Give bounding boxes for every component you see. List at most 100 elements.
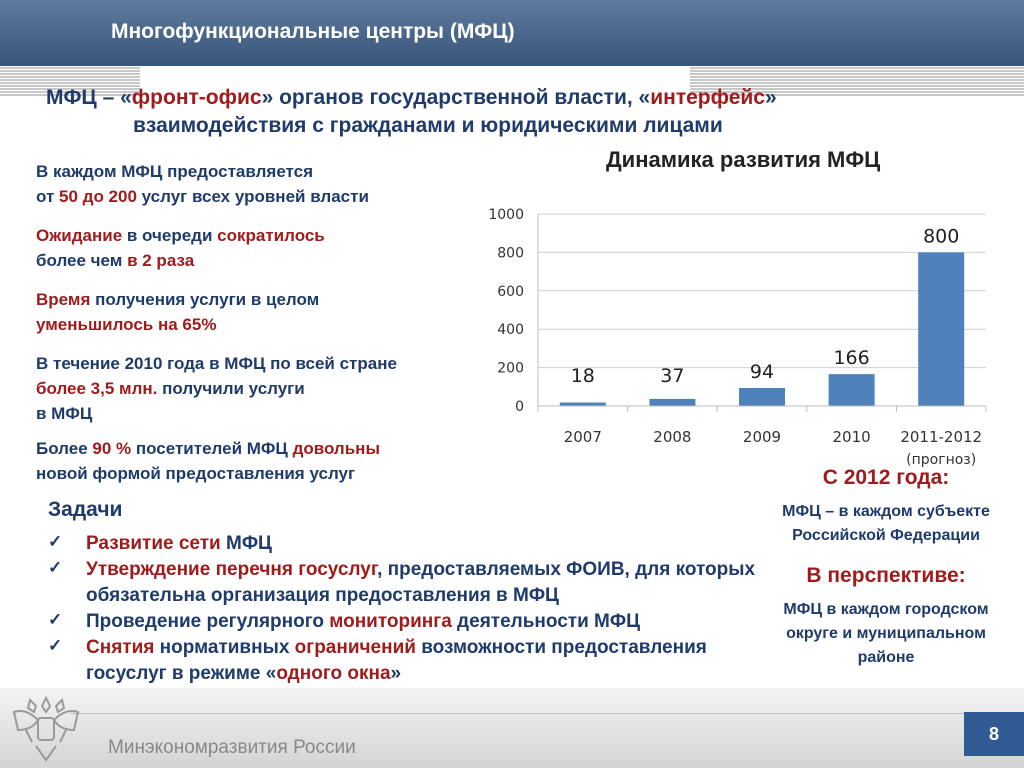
fact-waiting: Ожидание в очереди сократилось более чем… bbox=[36, 223, 496, 273]
fact-text: получили услуги bbox=[157, 379, 305, 398]
fact-line: Время получения услуги в целом bbox=[36, 287, 496, 312]
bar bbox=[559, 402, 606, 406]
y-tick-label: 400 bbox=[497, 322, 524, 338]
footer-band bbox=[0, 688, 1024, 768]
data-label: 18 bbox=[571, 365, 595, 387]
fact-text: посетителей МФЦ bbox=[131, 439, 293, 458]
subtitle-part: » органов государственной власти, « bbox=[261, 86, 651, 109]
data-label: 800 bbox=[923, 225, 959, 247]
bar-chart: 0 200 400 600 800 1000 18 2007 37 2008 94 2009 166 20… bbox=[488, 207, 987, 468]
checkmark-icon: ✓ bbox=[48, 610, 63, 629]
fact-text: В течение 2010 года в МФЦ по всей стране bbox=[36, 354, 397, 373]
fact-text: в МФЦ bbox=[36, 404, 93, 423]
fact-services: В каждом МФЦ предоставляется от 50 до 20… bbox=[36, 159, 496, 209]
fact-highlight: в 2 раза bbox=[127, 251, 195, 270]
task-item: ✓ Развитие сети МФЦ bbox=[48, 531, 768, 557]
task-text: Проведение регулярного bbox=[86, 611, 330, 632]
fact-highlight: довольны bbox=[292, 439, 380, 458]
fact-text: в очереди bbox=[122, 226, 218, 245]
facts-list: В каждом МФЦ предоставляется от 50 до 20… bbox=[36, 159, 496, 500]
fact-text: В каждом МФЦ предоставляется bbox=[36, 162, 314, 181]
slide-title: Многофункциональные центры (МФЦ) bbox=[111, 20, 515, 43]
task-item: ✓ Проведение регулярного мониторинга деят… bbox=[48, 609, 768, 635]
coat-of-arms-icon bbox=[12, 695, 80, 762]
fact-line: более 3,5 млн. получили услуги bbox=[36, 376, 496, 401]
task-item: ✓ Снятия нормативных ограничений возможно… bbox=[48, 635, 768, 687]
fact-text: услуг всех уровней власти bbox=[136, 187, 369, 206]
outlook-text-future: МФЦ в каждом городском округе и муниципа… bbox=[783, 601, 989, 666]
subtitle-part: » bbox=[765, 86, 777, 109]
subtitle-highlight-interface: интерфейс bbox=[650, 86, 765, 109]
task-item: ✓ Утверждение перечня госуслуг, предостав… bbox=[48, 557, 768, 609]
x-tick-label: 2010 bbox=[833, 428, 871, 446]
chart-title: Динамика развития МФЦ bbox=[606, 147, 881, 172]
bar bbox=[739, 387, 785, 406]
task-text: возможности предоставления госуслуг в ре… bbox=[86, 637, 707, 684]
outlook-heading-future: В перспективе: bbox=[806, 564, 966, 587]
fact-highlight: сократилось bbox=[217, 226, 325, 245]
fact-text: от bbox=[36, 187, 60, 206]
data-label: 94 bbox=[750, 361, 774, 383]
task-text: , предоставляемых ФОИВ, для которых обяз… bbox=[86, 559, 756, 606]
fact-highlight: 50 до 200 bbox=[59, 187, 137, 206]
y-tick-label: 800 bbox=[497, 245, 524, 261]
task-highlight: мониторинга bbox=[329, 611, 452, 632]
subtitle-line-2: взаимодействия с гражданами и юридически… bbox=[133, 114, 723, 137]
fact-highlight: более 3,5 млн. bbox=[36, 379, 158, 398]
x-tick-label: 2009 bbox=[743, 428, 781, 446]
fact-highlight: уменьшилось на 65% bbox=[36, 315, 217, 334]
fact-line: более чем в 2 раза bbox=[36, 248, 496, 273]
bar bbox=[649, 398, 696, 406]
task-text: нормативных bbox=[154, 637, 295, 658]
y-tick-label: 600 bbox=[497, 284, 524, 300]
task-text: » bbox=[390, 663, 402, 684]
task-highlight: Снятия bbox=[86, 637, 155, 658]
footer-divider bbox=[70, 713, 1024, 714]
fact-line: Ожидание в очереди сократилось bbox=[36, 223, 496, 248]
y-tick-label: 0 bbox=[515, 399, 524, 415]
outlook-text-2012: МФЦ – в каждом субъекте Российской Федер… bbox=[782, 503, 990, 544]
x-tick-label: 2008 bbox=[653, 428, 691, 446]
data-label: 166 bbox=[833, 347, 869, 369]
task-highlight: Утверждение перечня госуслуг bbox=[86, 559, 378, 580]
fact-highlight: Время bbox=[36, 290, 91, 309]
fact-text: новой формой предоставления услуг bbox=[36, 464, 356, 483]
fact-satisfaction: Более 90 % посетителей МФЦ довольны ново… bbox=[36, 436, 496, 486]
task-highlight: ограничений bbox=[294, 637, 416, 658]
bar bbox=[918, 252, 965, 406]
x-tick-label: 2007 bbox=[564, 428, 602, 446]
subtitle-highlight-front-office: фронт-офис bbox=[131, 86, 262, 109]
bar bbox=[828, 374, 875, 406]
header-stripe-right bbox=[690, 66, 1024, 96]
task-highlight: одного окна bbox=[276, 663, 391, 684]
fact-text: Более bbox=[36, 439, 93, 458]
header-bar: Многофункциональные центры (МФЦ) bbox=[0, 0, 1024, 66]
task-text: МФЦ bbox=[220, 533, 272, 554]
fact-text: получения услуги в целом bbox=[90, 290, 320, 309]
page-number: 8 bbox=[964, 712, 1024, 756]
checkmark-icon: ✓ bbox=[48, 558, 63, 577]
fact-line: от 50 до 200 услуг всех уровней власти bbox=[36, 184, 496, 209]
fact-highlight: Ожидание bbox=[36, 226, 123, 245]
task-text: деятельности МФЦ bbox=[451, 611, 640, 632]
header-stripe-left bbox=[0, 66, 140, 96]
tasks-heading: Задачи bbox=[48, 498, 123, 521]
x-tick-label: 2011-2012 bbox=[900, 428, 982, 446]
subtitle-line-1: МФЦ – «фронт-офис» органов государственн… bbox=[46, 84, 976, 112]
fact-text: более чем bbox=[36, 251, 128, 270]
outlook-heading-2012: С 2012 года: bbox=[822, 466, 950, 489]
data-label: 37 bbox=[660, 365, 684, 387]
y-tick-label: 1000 bbox=[488, 207, 524, 223]
fact-highlight: 90 % bbox=[92, 439, 132, 458]
fact-time: Время получения услуги в целом уменьшило… bbox=[36, 287, 496, 337]
y-tick-label: 200 bbox=[497, 361, 524, 377]
fact-line: Более 90 % посетителей МФЦ довольны bbox=[36, 436, 496, 461]
task-highlight: Развитие сети bbox=[86, 533, 221, 554]
subtitle-part: МФЦ – « bbox=[46, 86, 132, 109]
tasks-list: ✓ Развитие сети МФЦ ✓ Утверждение перечня … bbox=[48, 531, 768, 687]
ministry-name: Минэкономразвития России bbox=[108, 737, 356, 758]
x-tick-note: (прогноз) bbox=[906, 452, 976, 468]
subtitle: МФЦ – «фронт-офис» органов государственн… bbox=[46, 84, 976, 140]
checkmark-icon: ✓ bbox=[48, 532, 63, 551]
outlook-panel: С 2012 года: МФЦ – в каждом субъекте Рос… bbox=[758, 466, 1014, 670]
